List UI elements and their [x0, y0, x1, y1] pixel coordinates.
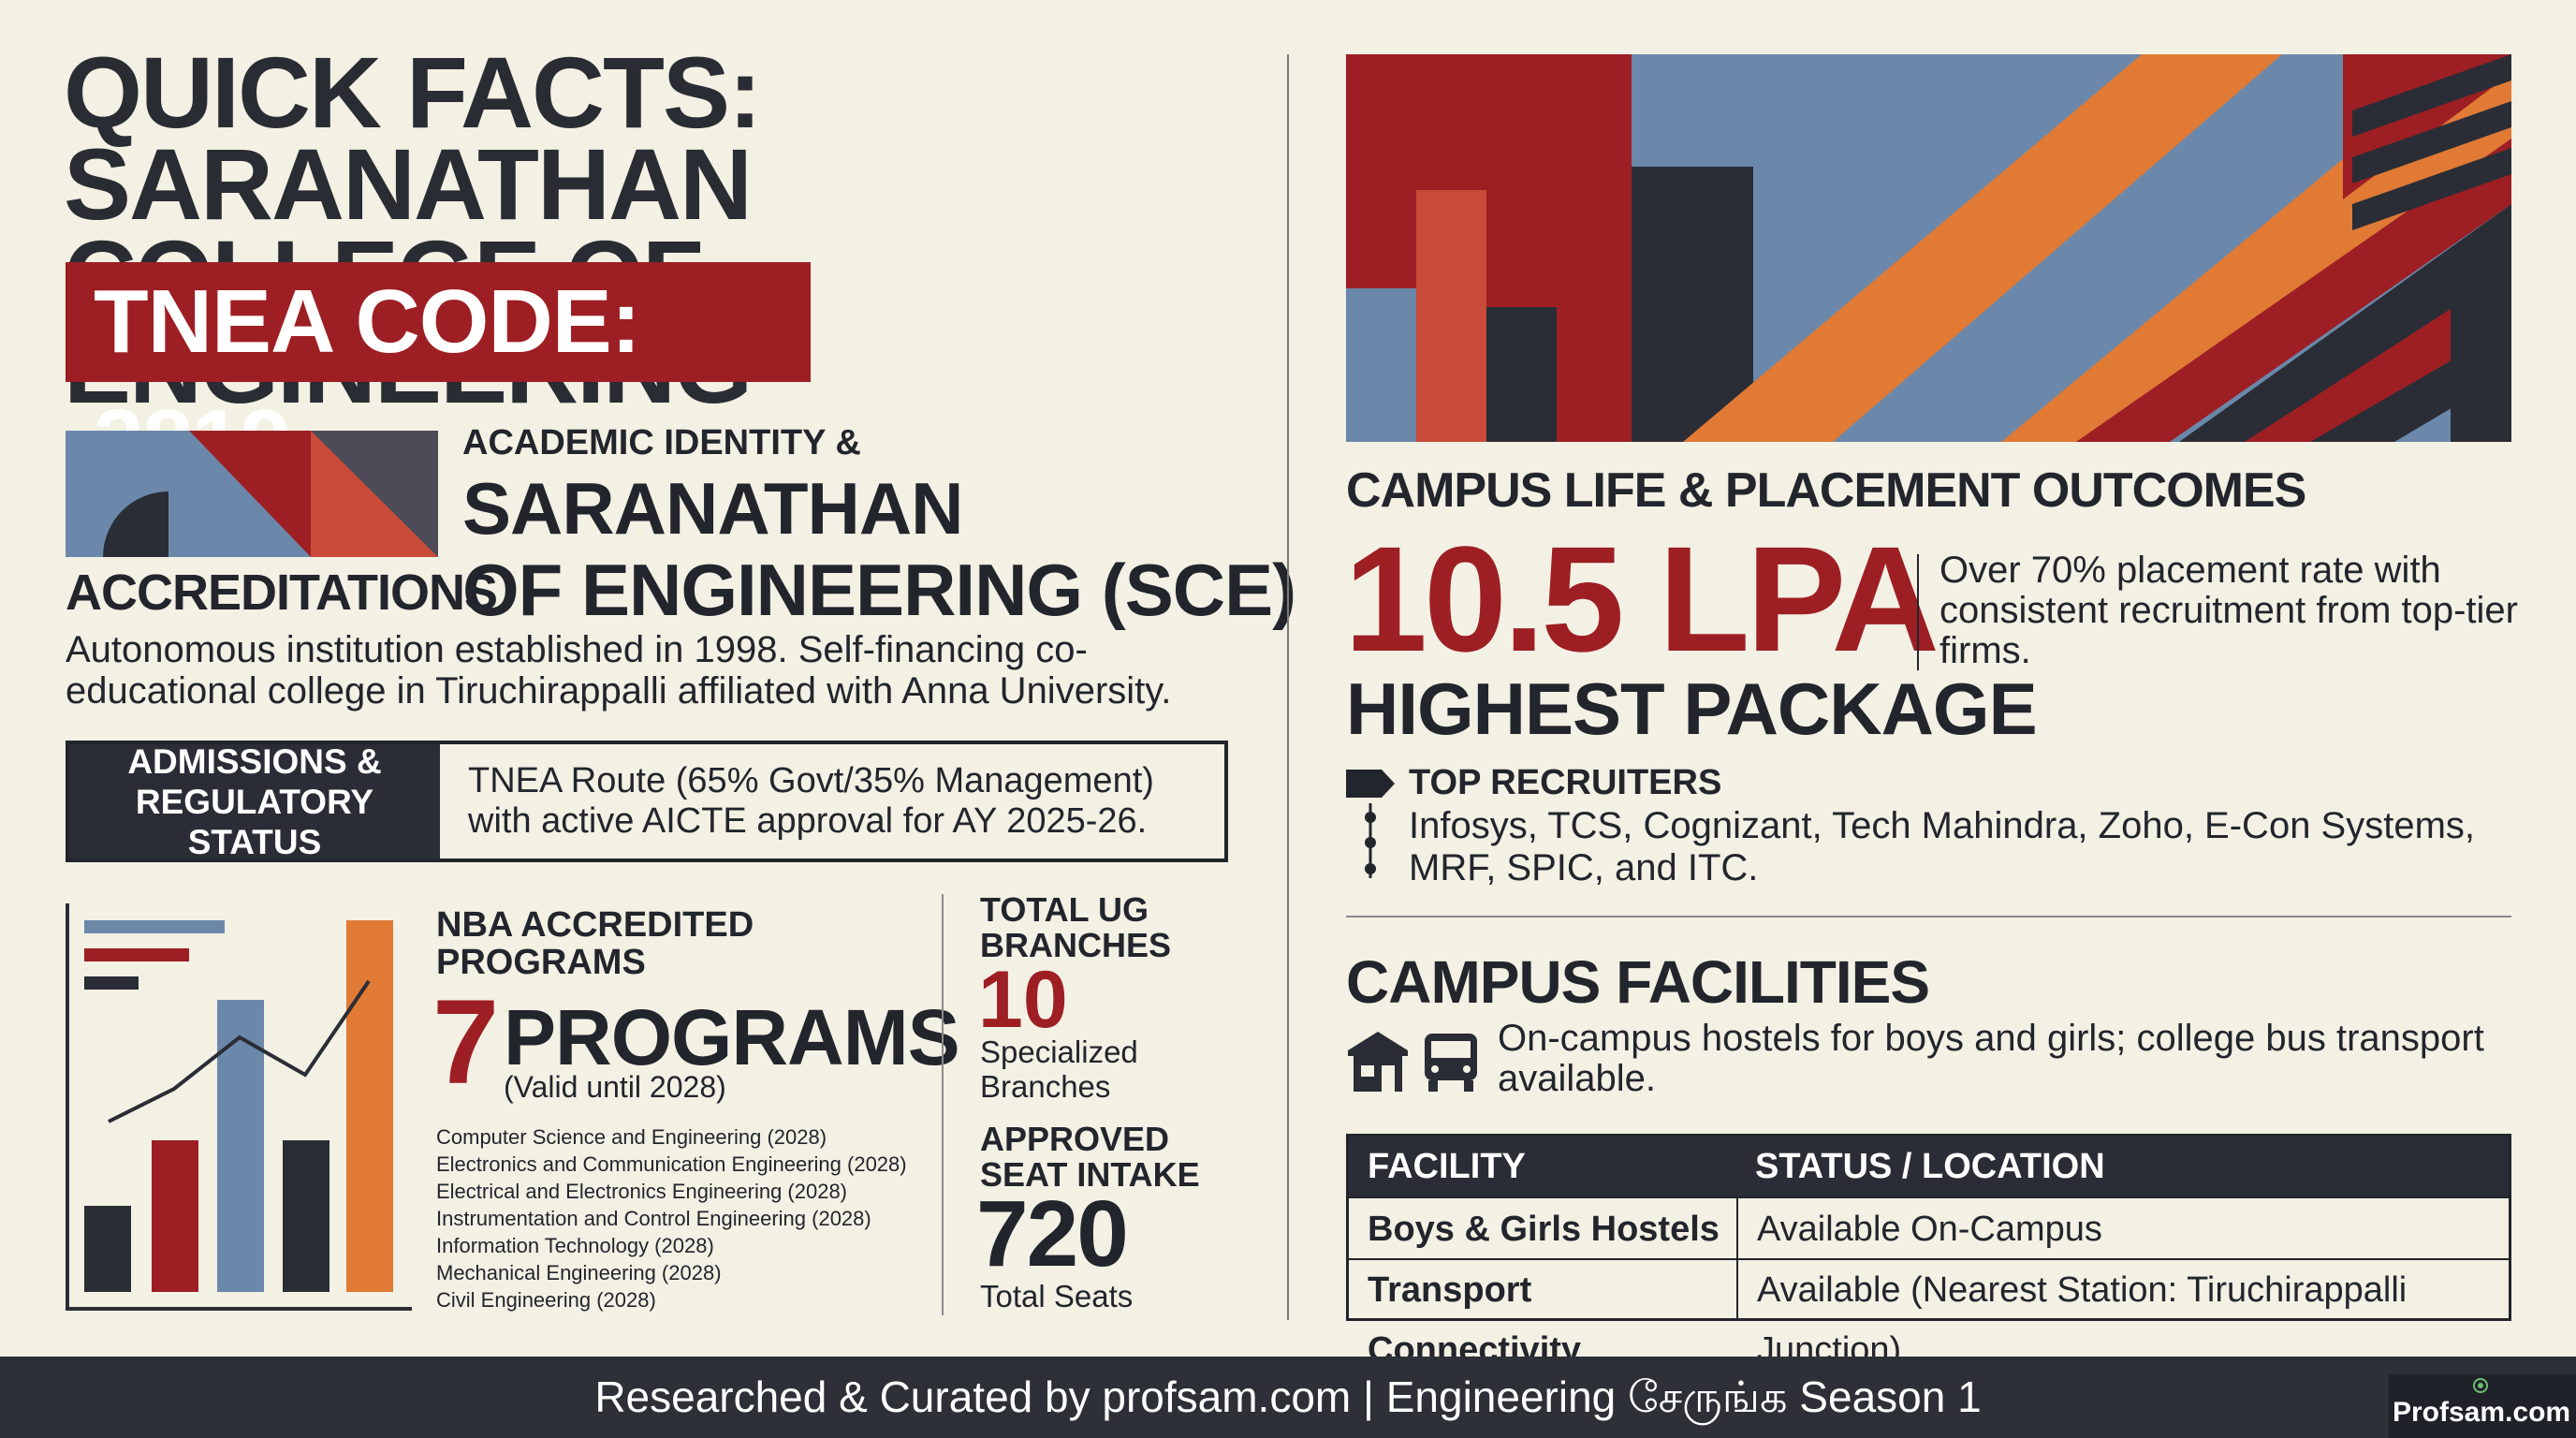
facility-icons — [1348, 1032, 1477, 1092]
table-row: Transport Connectivity Available (Neares… — [1349, 1258, 2509, 1370]
nba-validity: (Valid until 2028) — [504, 1070, 726, 1104]
tnea-code-banner: TNEA CODE: 3819 — [66, 262, 811, 492]
seat-label-line1: APPROVED — [980, 1120, 1170, 1158]
ug-label-line1: TOTAL UG — [980, 890, 1149, 929]
highest-package-value: 10.5 LPA — [1344, 515, 1939, 682]
bar-chart-icon — [66, 903, 412, 1311]
section-divider — [1346, 916, 2511, 917]
seat-intake-value: 720 — [976, 1181, 1129, 1286]
ug-branches-label: TOTAL UG BRANCHES — [980, 892, 1171, 963]
column-divider — [1287, 54, 1289, 1320]
accreditation-graphic — [66, 431, 438, 557]
list-item: Instrumentation and Control Engineering … — [436, 1207, 871, 1230]
admissions-label: ADMISSIONS & REGULATORY STATUS — [69, 741, 440, 861]
ug-sub-line1: Specialized — [980, 1034, 1138, 1069]
bus-icon — [1425, 1034, 1477, 1092]
footer-bar — [0, 1357, 2576, 1438]
college-description: Autonomous institution established in 19… — [66, 629, 1172, 712]
top-recruiters-list: Infosys, TCS, Cognizant, Tech Mahindra, … — [1409, 805, 2476, 888]
facilities-heading: CAMPUS FACILITIES — [1346, 948, 1930, 1016]
list-item: Information Technology (2028) — [436, 1234, 714, 1257]
dotted-line-icon — [1365, 803, 1376, 878]
decorative-banner — [1346, 54, 2511, 442]
list-item: Computer Science and Engineering (2028) — [436, 1125, 827, 1149]
admissions-text: TNEA Route (65% Govt/35% Management) wit… — [468, 761, 1154, 841]
stats-divider — [942, 894, 944, 1315]
seat-label-line2: SEAT INTAKE — [980, 1155, 1200, 1194]
facilities-text: On-campus hostels for boys and girls; co… — [1498, 1018, 2484, 1099]
admissions-label-line1: ADMISSIONS & — [127, 741, 382, 781]
program-list: Computer Science and Engineering (2028) … — [436, 1123, 907, 1313]
list-item: Electrical and Electronics Engineering (… — [436, 1180, 848, 1203]
logo-text: Profsam.com — [2393, 1397, 2571, 1428]
page-title-line1: QUICK FACTS: SARANATHAN — [64, 36, 762, 241]
nba-label: NBA ACCREDITED PROGRAMS — [436, 906, 754, 981]
footer-text: Researched & Curated by profsam.com | En… — [594, 1372, 1982, 1421]
list-item: Electronics and Communication Engineerin… — [436, 1152, 907, 1176]
nba-label-line2: PROGRAMS — [436, 943, 646, 982]
facilities-table: FACILITY STATUS / LOCATION Boys & Girls … — [1346, 1134, 2511, 1370]
list-item: Mechanical Engineering (2028) — [436, 1261, 722, 1284]
ug-branches-sub: Specialized Branches — [980, 1034, 1138, 1104]
admissions-label-line2: REGULATORY STATUS — [135, 782, 374, 861]
table-header-status: STATUS / LOCATION — [1755, 1147, 2105, 1186]
table-cell-status: Available On-Campus — [1736, 1198, 2509, 1260]
logo-icon — [2473, 1378, 2488, 1393]
placement-text: Over 70% placement rate with consistent … — [1939, 550, 2518, 671]
admissions-box: ADMISSIONS & REGULATORY STATUS TNEA Rout… — [66, 741, 1228, 862]
ug-branches-value: 10 — [978, 955, 1068, 1045]
nba-label-line1: NBA ACCREDITED — [436, 905, 754, 945]
building-icon — [1348, 1032, 1408, 1092]
table-header: FACILITY STATUS / LOCATION — [1349, 1137, 2509, 1196]
nba-unit: PROGRAMS — [504, 993, 960, 1081]
seat-intake-label: APPROVED SEAT INTAKE — [980, 1122, 1200, 1193]
table-cell-facility: Transport Connectivity — [1368, 1270, 1582, 1370]
table-cell-facility: Boys & Girls Hostels — [1368, 1210, 1720, 1249]
academic-identity-label: ACADEMIC IDENTITY & — [462, 423, 861, 462]
highest-package-label: HIGHEST PACKAGE — [1346, 668, 2038, 750]
ug-label-line2: BRANCHES — [980, 926, 1172, 964]
table-cell-status: Available (Nearest Station: Tiruchirappa… — [1736, 1260, 2509, 1370]
package-divider — [1917, 554, 1919, 670]
nba-count: 7 — [432, 976, 500, 1109]
seat-intake-sub: Total Seats — [980, 1279, 1134, 1313]
college-name-line1: SARANATHAN — [462, 467, 964, 550]
ug-sub-line2: Branches — [980, 1069, 1111, 1104]
table-row: Boys & Girls Hostels Available On-Campus — [1349, 1196, 2509, 1260]
tag-icon — [1346, 770, 1395, 798]
campus-heading: CAMPUS LIFE & PLACEMENT OUTCOMES — [1346, 463, 2306, 518]
accreditations-label: ACCREDITATIONS — [66, 565, 498, 621]
table-header-facility: FACILITY — [1368, 1147, 1526, 1186]
list-item: Civil Engineering (2028) — [436, 1288, 656, 1312]
college-name-line2: OF ENGINEERING (SCE) — [462, 549, 1296, 631]
top-recruiters-label: TOP RECRUITERS — [1409, 763, 1722, 802]
